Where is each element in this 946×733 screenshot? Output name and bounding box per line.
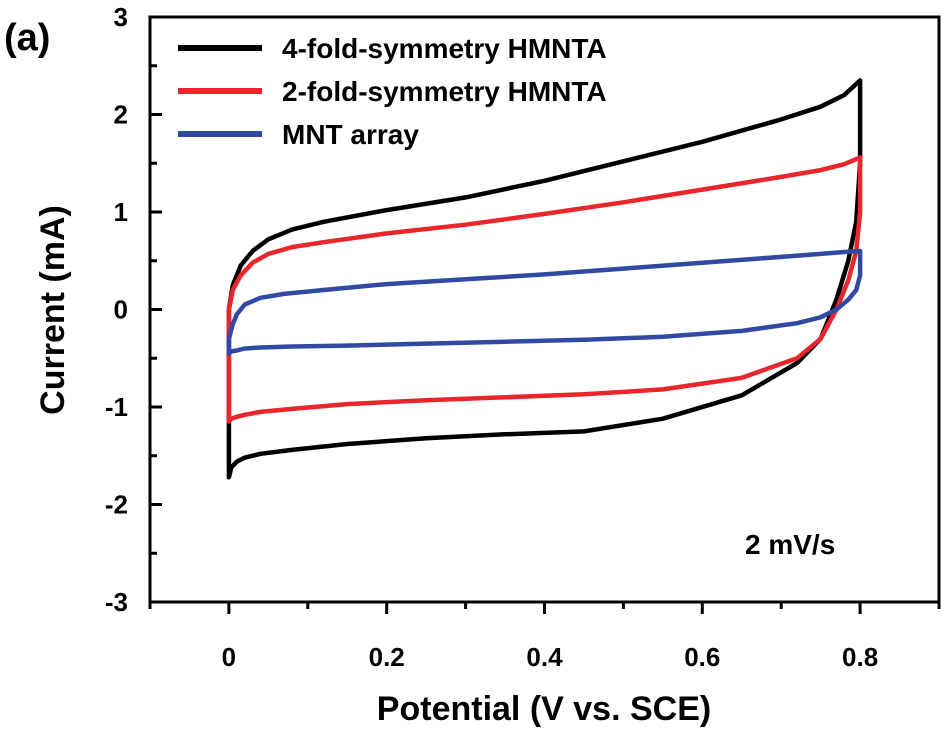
y-tick-label: -3 xyxy=(105,587,128,617)
plot-curves xyxy=(226,78,863,480)
y-tick-label: 0 xyxy=(114,295,128,325)
y-tick-label: -2 xyxy=(105,490,128,520)
x-axis: 0 0.2 0.4 0.6 0.8 xyxy=(148,602,941,672)
x-axis-title: Potential (V vs. SCE) xyxy=(377,690,711,728)
y-tick-label: 3 xyxy=(114,2,128,32)
y-tick-label: -1 xyxy=(105,392,128,422)
panel-label: (a) xyxy=(4,17,50,59)
legend: 4-fold-symmetry HMNTA 2-fold-symmetry HM… xyxy=(178,33,607,150)
scan-rate-annotation: 2 mV/s xyxy=(745,529,835,560)
x-tick-label: 0.4 xyxy=(526,642,563,672)
x-tick-label: 0 xyxy=(222,642,236,672)
y-tick-label: 1 xyxy=(114,197,128,227)
legend-label-mnt: MNT array xyxy=(282,119,419,150)
y-axis: -3 -2 -1 0 1 2 3 xyxy=(105,2,162,617)
y-tick-label: 2 xyxy=(114,100,128,130)
series-line-0 xyxy=(226,78,863,480)
series-line-2 xyxy=(226,248,863,356)
y-axis-title: Current (mA) xyxy=(34,205,72,415)
x-tick-label: 0.6 xyxy=(684,642,720,672)
x-tick-label: 0.8 xyxy=(842,642,878,672)
x-tick-label: 0.2 xyxy=(369,642,405,672)
legend-label-2fold: 2-fold-symmetry HMNTA xyxy=(282,76,607,107)
legend-label-4fold: 4-fold-symmetry HMNTA xyxy=(282,33,607,64)
